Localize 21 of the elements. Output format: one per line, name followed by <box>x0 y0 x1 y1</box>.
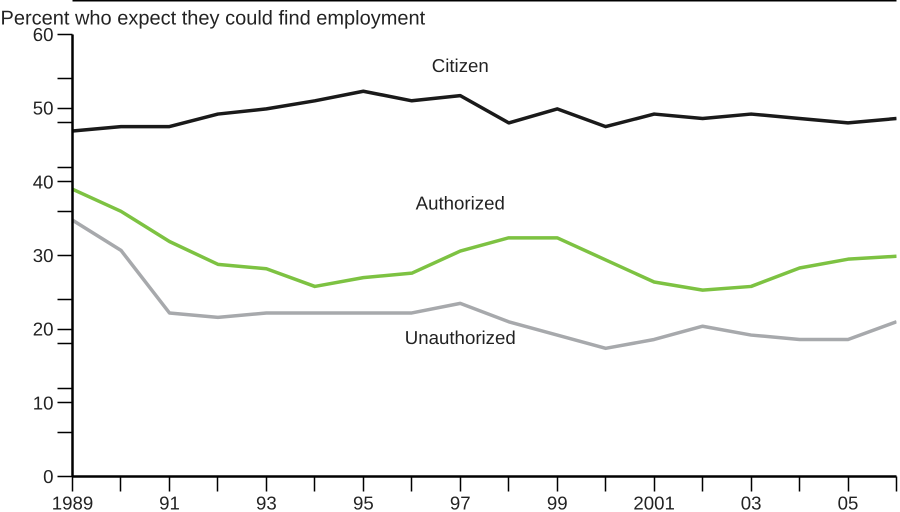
x-tick-label: 05 <box>838 492 858 512</box>
y-tick-label: 10 <box>32 392 54 414</box>
x-tick-label: 03 <box>740 492 762 512</box>
line-series <box>72 187 896 292</box>
x-tick-label: 91 <box>159 492 180 512</box>
x-tick-label: 1989 <box>52 492 94 512</box>
series-label: Unauthorized <box>404 326 516 348</box>
series-label: Authorized <box>416 192 505 214</box>
y-tick-label: 50 <box>32 98 54 119</box>
x-tick-label: 99 <box>546 492 568 512</box>
y-tick-label: 0 <box>43 466 54 487</box>
line-series <box>72 89 896 133</box>
line-series <box>72 218 896 350</box>
x-tick-label: 2001 <box>633 492 675 512</box>
y-tick-label: 40 <box>32 171 54 192</box>
x-tick-label: 97 <box>450 492 471 512</box>
x-tick-label: 95 <box>352 492 374 512</box>
y-tick-label: 30 <box>32 245 54 266</box>
y-tick-label: 20 <box>32 318 54 340</box>
series-label: Citizen <box>432 55 489 76</box>
x-tick-label: 93 <box>256 492 277 512</box>
